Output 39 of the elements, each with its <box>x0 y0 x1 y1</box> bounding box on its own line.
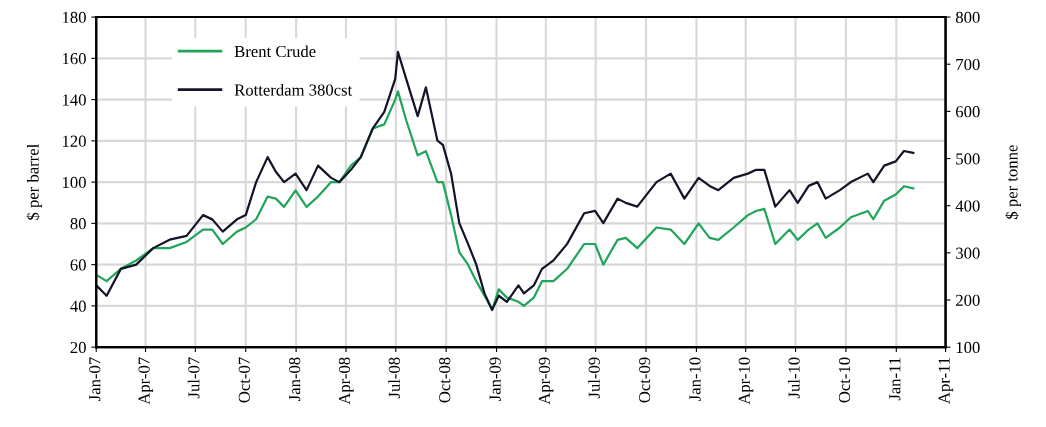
x-tick-label: Jan-10 <box>689 357 701 401</box>
x-tick-label: Apr-09 <box>538 357 554 405</box>
y-tick-label: 80 <box>70 218 86 230</box>
y2-tick-label: 500 <box>956 153 980 165</box>
y2-tick-label: 400 <box>955 200 980 212</box>
x-tick-label: Apr-07 <box>138 357 154 405</box>
x-tick-label: Oct-09 <box>638 357 651 403</box>
y2-tick-label: 600 <box>956 106 980 118</box>
y2-tick-label: 800 <box>955 11 980 24</box>
x-tick-label: Oct-07 <box>238 357 250 403</box>
legend-label: Rotterdam 380cst <box>234 83 353 96</box>
x-tick-label: Jan-09 <box>489 357 501 401</box>
y2-tick-label: 100 <box>956 341 980 354</box>
x-tick-label: Apr-10 <box>738 357 754 405</box>
x-tick-label: Apr-11 <box>938 357 954 404</box>
y-tick-label: 180 <box>62 11 86 24</box>
x-tick-label: Oct-10 <box>838 357 851 403</box>
y-tick-label: 40 <box>70 300 86 312</box>
y2-tick-label: 200 <box>956 294 980 306</box>
x-tick-label: Jan-07 <box>89 357 101 401</box>
x-tick-label: Jul-08 <box>388 357 400 399</box>
x-tick-label: Jan-11 <box>889 357 901 401</box>
x-tick-label: Apr-08 <box>338 357 354 405</box>
y-tick-label: 120 <box>62 135 86 147</box>
x-tick-label: Oct-08 <box>439 357 451 403</box>
y-tick-label: 20 <box>70 341 86 354</box>
y2-axis-title: $ per tonne <box>1005 145 1021 219</box>
x-tick-label: Jul-07 <box>187 357 200 399</box>
y-tick-label: 60 <box>70 259 86 271</box>
y-tick-label: 140 <box>62 94 86 106</box>
y2-tick-label: 300 <box>956 247 980 259</box>
y-axis-title: $ per barrel <box>26 144 43 220</box>
y2-tick-label: 700 <box>956 58 980 71</box>
y-tick-label: 160 <box>62 53 86 65</box>
y-tick-label: 100 <box>62 176 86 189</box>
x-tick-label: Jan-08 <box>289 357 301 401</box>
x-tick-label: Jul-09 <box>588 357 600 399</box>
legend-label: Brent Crude <box>234 45 316 58</box>
x-tick-label: Jul-10 <box>787 357 800 399</box>
